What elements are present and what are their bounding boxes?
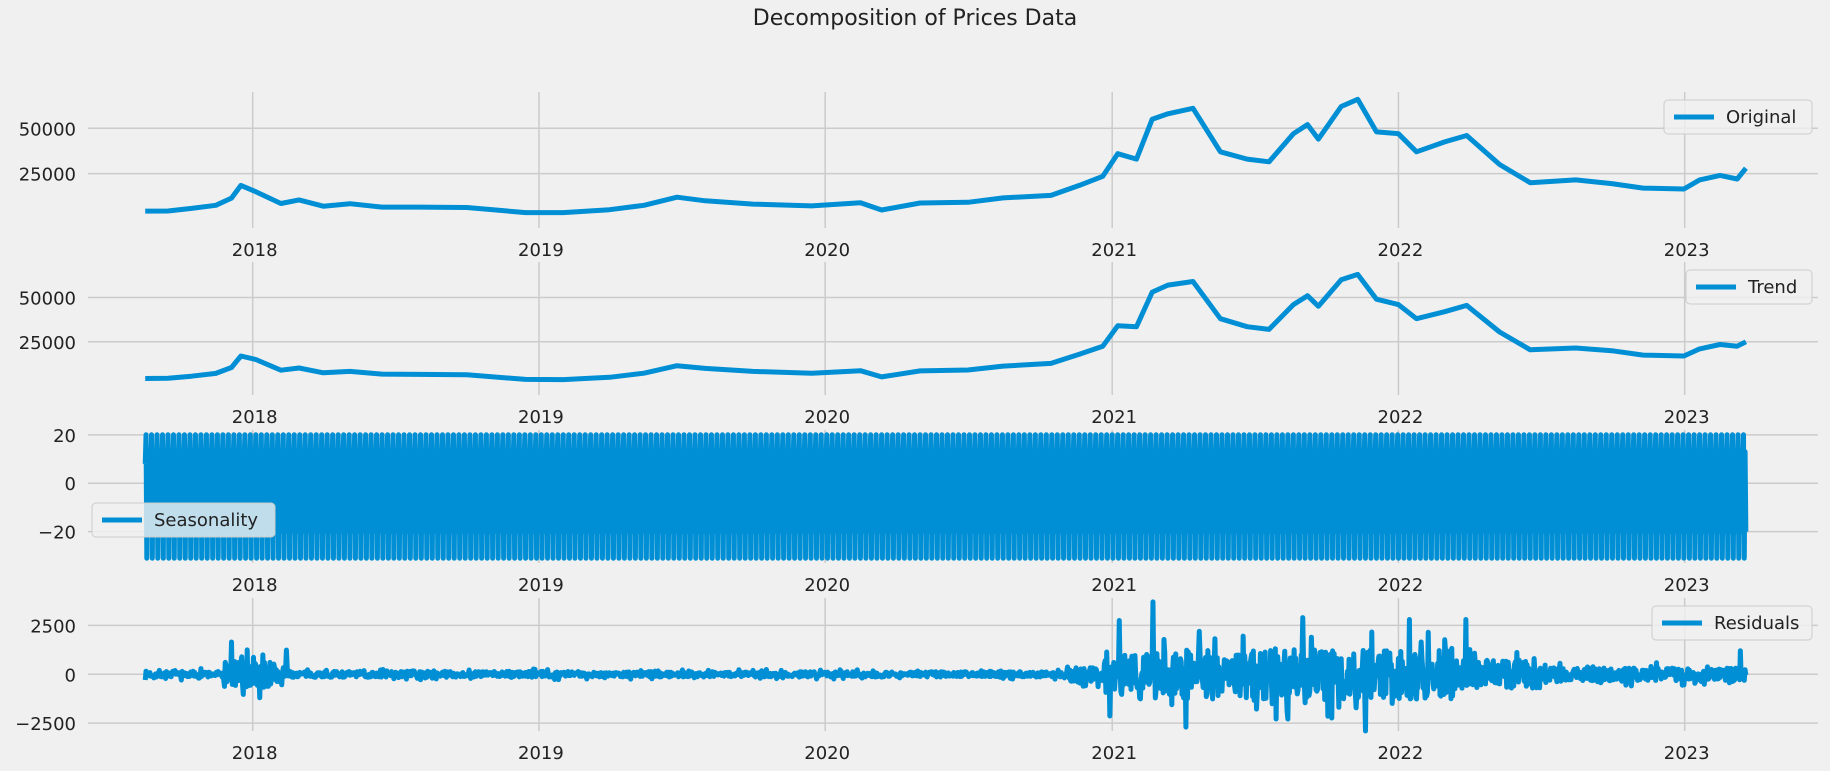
x-tick-label: 2020 <box>804 743 850 764</box>
y-tick-label: 2500 <box>30 616 76 637</box>
legend-label: Original <box>1726 107 1796 128</box>
x-tick-label: 2021 <box>1091 407 1137 428</box>
y-tick-label: 25000 <box>19 165 76 186</box>
x-tick-label: 2020 <box>804 240 850 261</box>
y-tick-label: −2500 <box>15 714 76 735</box>
x-tick-label: 2018 <box>232 240 278 261</box>
x-tick-label: 2023 <box>1664 575 1710 596</box>
x-tick-label: 2022 <box>1378 407 1424 428</box>
y-tick-label: 0 <box>65 474 76 495</box>
x-tick-label: 2023 <box>1664 240 1710 261</box>
x-tick-label: 2021 <box>1091 743 1137 764</box>
y-tick-label: 50000 <box>19 119 76 140</box>
x-tick-label: 2019 <box>518 743 564 764</box>
original-panel: 25000 50000 2018 2019 2020 2021 2022 2023 Origin… <box>19 92 1818 261</box>
seasonality-legend: Seasonality <box>92 503 275 537</box>
y-tick-label: 20 <box>53 426 76 447</box>
x-tick-label: 2020 <box>804 575 850 596</box>
x-tick-label: 2018 <box>232 407 278 428</box>
x-tick-label: 2020 <box>804 407 850 428</box>
x-tick-label: 2022 <box>1378 575 1424 596</box>
x-tick-label: 2022 <box>1378 743 1424 764</box>
legend-label: Trend <box>1747 277 1797 298</box>
residuals-legend: Residuals <box>1652 606 1812 640</box>
x-tick-label: 2018 <box>232 743 278 764</box>
legend-label: Residuals <box>1714 613 1799 634</box>
y-tick-label: 0 <box>65 665 76 686</box>
x-tick-label: 2019 <box>518 407 564 428</box>
residuals-panel: −2500 0 2500 2018 2019 2020 2021 2022 2023 Residu… <box>15 598 1818 764</box>
y-tick-label: 25000 <box>19 333 76 354</box>
y-tick-label: 50000 <box>19 288 76 309</box>
x-tick-label: 2019 <box>518 240 564 261</box>
seasonality-series-line <box>145 435 1746 558</box>
x-tick-label: 2021 <box>1091 575 1137 596</box>
trend-legend: Trend <box>1686 270 1812 304</box>
original-legend: Original <box>1664 100 1812 134</box>
x-tick-label: 2021 <box>1091 240 1137 261</box>
seasonality-panel: −20 0 20 2018 2019 2020 2021 2022 2023 Seasonalit… <box>38 426 1818 596</box>
trend-panel: 25000 50000 2018 2019 2020 2021 2022 2023 Trend <box>19 262 1818 428</box>
y-tick-label: −20 <box>38 523 76 544</box>
x-tick-label: 2023 <box>1664 407 1710 428</box>
x-tick-label: 2019 <box>518 575 564 596</box>
original-series-line <box>145 99 1746 212</box>
legend-label: Seasonality <box>154 510 258 531</box>
x-tick-label: 2023 <box>1664 743 1710 764</box>
x-tick-label: 2022 <box>1378 240 1424 261</box>
residuals-series-line <box>145 602 1746 731</box>
trend-series-line <box>145 274 1746 379</box>
x-tick-label: 2018 <box>232 575 278 596</box>
